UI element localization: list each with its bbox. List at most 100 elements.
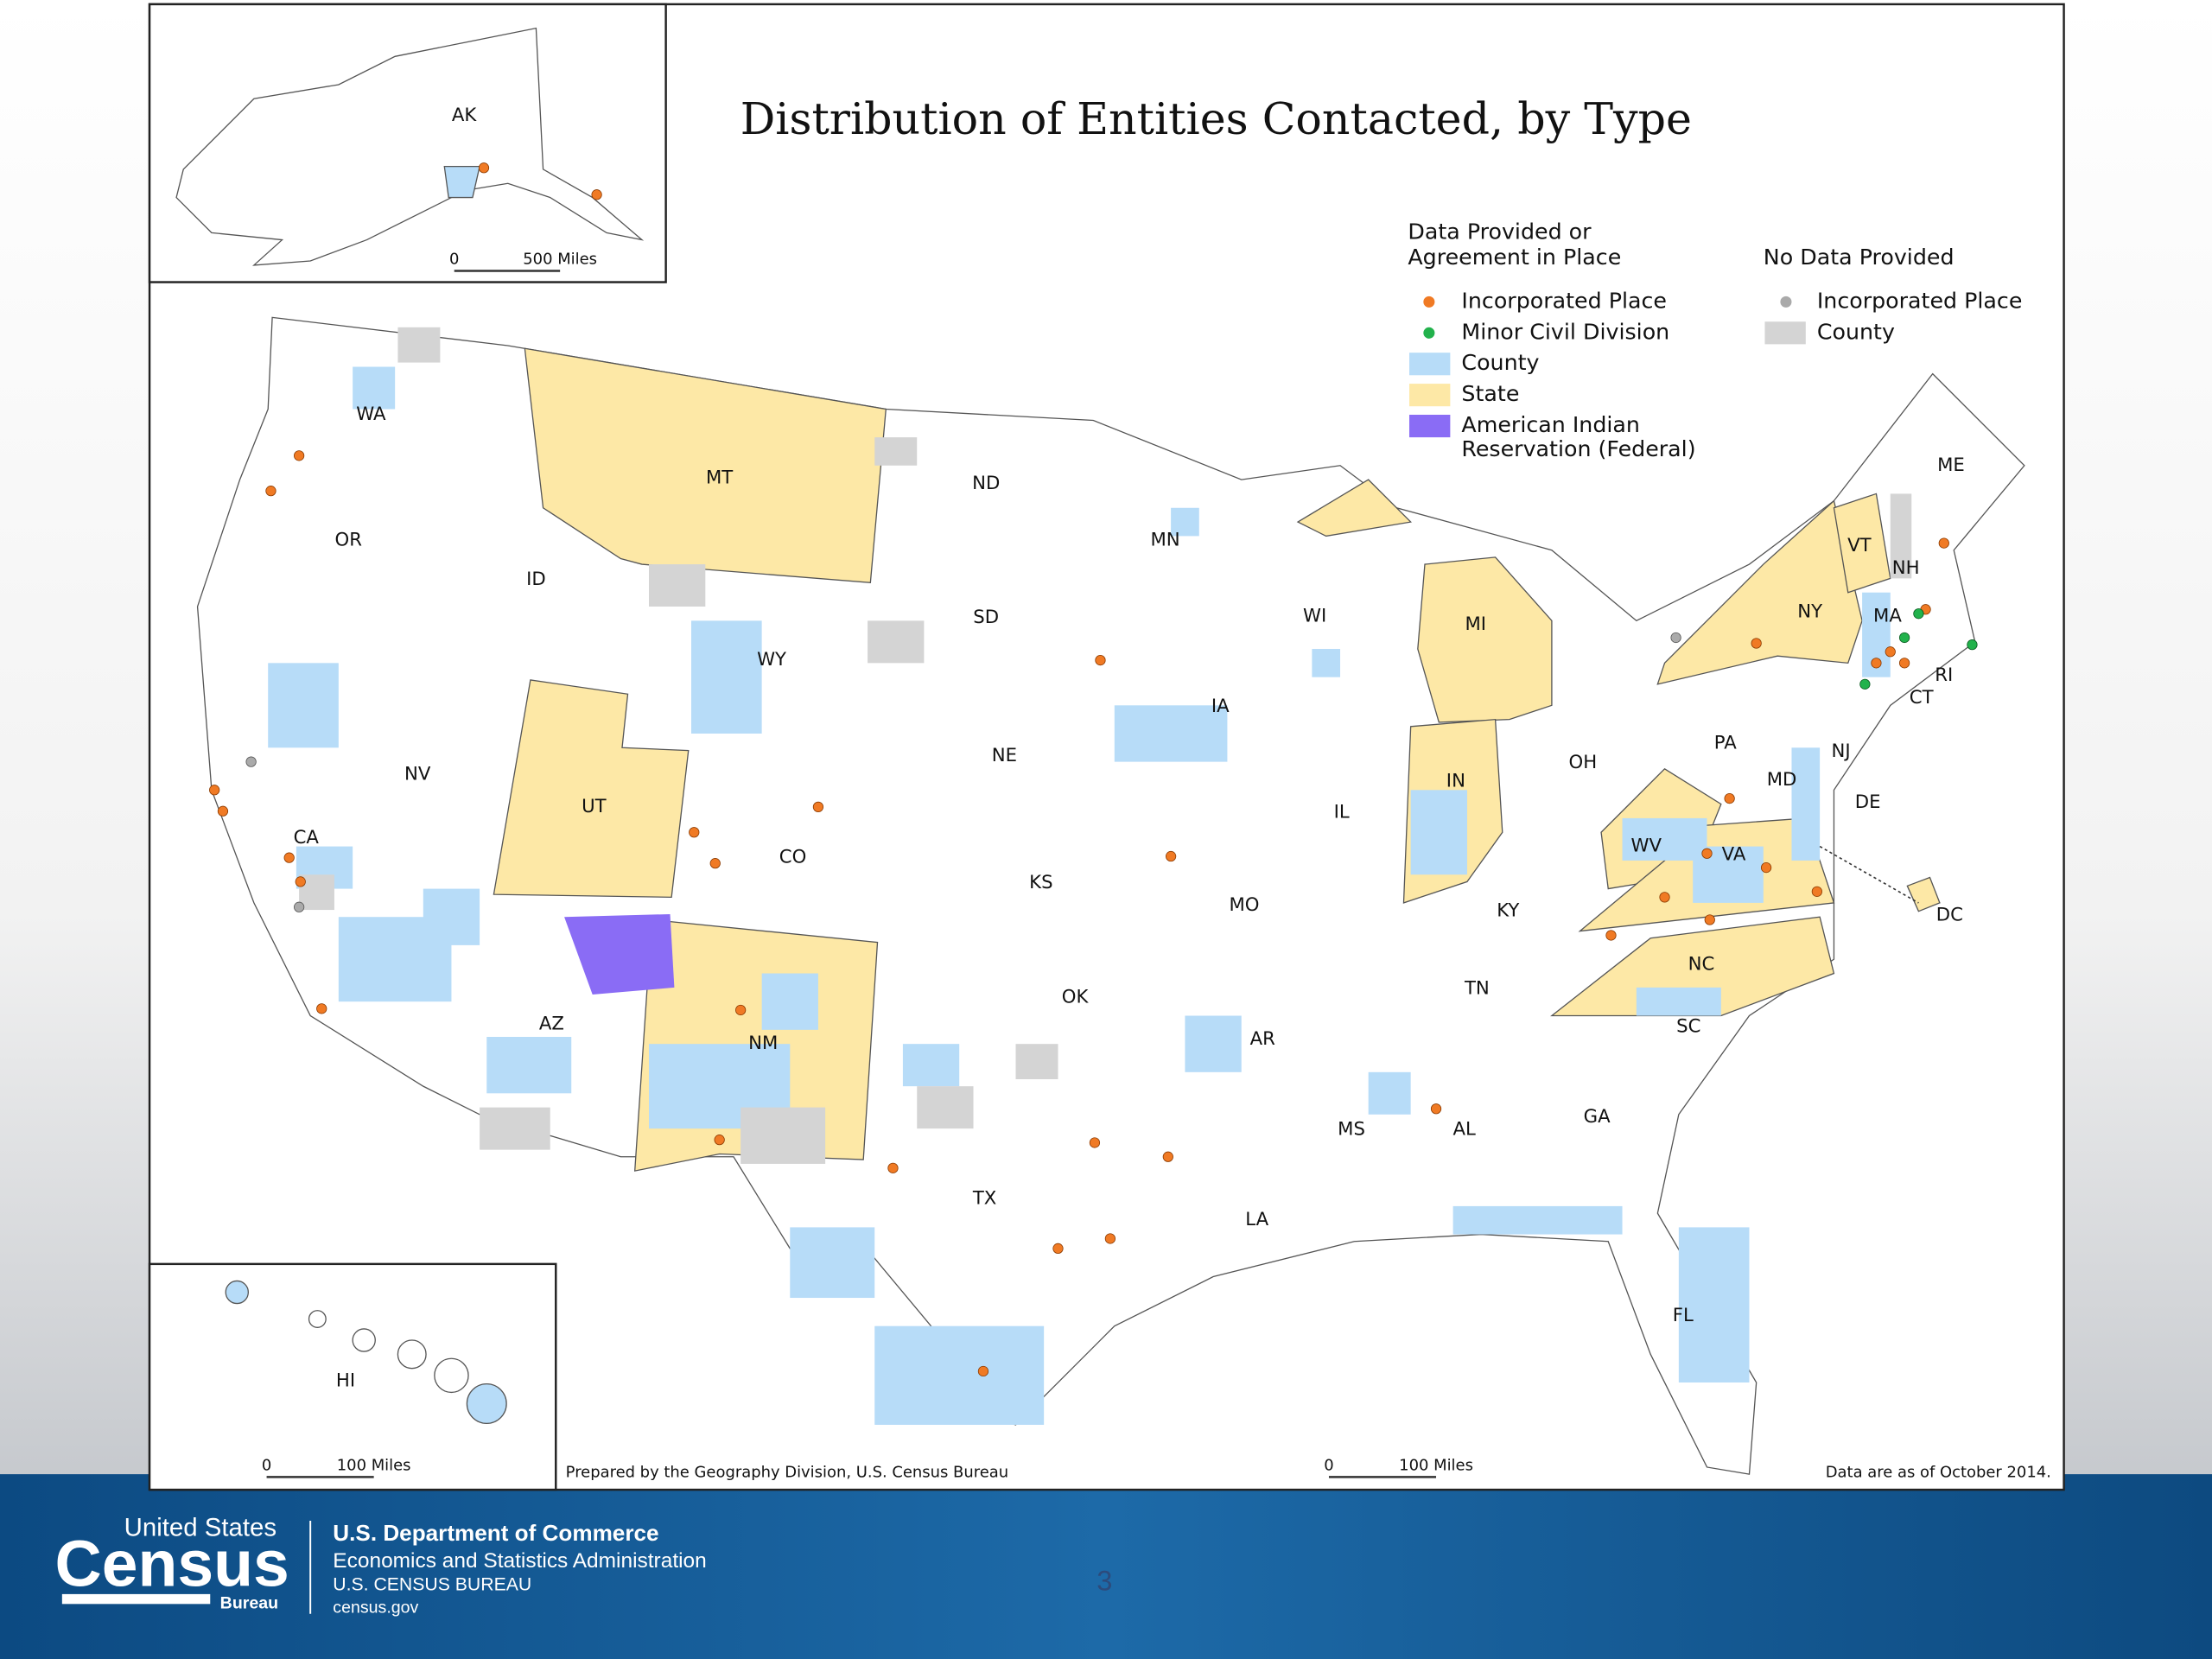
place-no-data bbox=[294, 901, 305, 912]
legend-label: Incorporated Place bbox=[1817, 288, 2023, 313]
agency-line: U.S. CENSUS BUREAU bbox=[333, 1575, 531, 1595]
place-provided bbox=[294, 450, 305, 461]
logo-text: Census bbox=[55, 1527, 289, 1599]
place-provided bbox=[1751, 638, 1762, 649]
state-label: OH bbox=[1569, 752, 1598, 773]
agency-line: U.S. Department of Commerce bbox=[333, 1520, 658, 1546]
county-provided bbox=[1636, 987, 1721, 1016]
place-provided bbox=[217, 805, 229, 817]
state-label: DC bbox=[1936, 905, 1963, 926]
dc-callout-state bbox=[1906, 876, 1941, 912]
state-label: VA bbox=[1722, 843, 1746, 865]
county-provided bbox=[486, 1037, 572, 1094]
scale-label: 0 bbox=[1324, 1456, 1333, 1474]
state-label: MO bbox=[1229, 894, 1259, 916]
state-label: CA bbox=[294, 827, 320, 849]
county-no-data bbox=[397, 327, 441, 363]
place-provided bbox=[1898, 658, 1910, 669]
mcd-provided bbox=[1898, 632, 1910, 644]
state-label: KS bbox=[1029, 872, 1052, 893]
state-label: OK bbox=[1062, 986, 1090, 1007]
state-label: TX bbox=[972, 1188, 997, 1210]
state-label: NJ bbox=[1832, 741, 1851, 762]
state-label: MD bbox=[1767, 769, 1797, 791]
place-provided bbox=[1052, 1243, 1064, 1255]
place-provided bbox=[316, 1003, 327, 1014]
state-label: ID bbox=[526, 569, 546, 590]
county-provided bbox=[1114, 705, 1228, 762]
place-no-data bbox=[245, 756, 257, 767]
logo-text: Bureau bbox=[220, 1593, 278, 1612]
state-label: NY bbox=[1797, 601, 1822, 623]
hawaii-inset bbox=[148, 1262, 557, 1491]
legend-swatch bbox=[1409, 384, 1451, 407]
legend-swatch bbox=[1780, 296, 1792, 308]
county-no-data bbox=[1890, 493, 1912, 579]
state-label: WY bbox=[757, 649, 786, 671]
legend-label: Reservation (Federal) bbox=[1461, 436, 1695, 461]
dc-leader bbox=[1819, 845, 1919, 904]
scale-label: 100 Miles bbox=[1399, 1456, 1473, 1474]
michigan-upper-state bbox=[1296, 479, 1413, 537]
place-provided bbox=[1701, 848, 1713, 859]
legend-heading: Agreement in Place bbox=[1408, 245, 1621, 270]
place-provided bbox=[283, 852, 295, 863]
place-provided bbox=[209, 785, 220, 796]
state-label: FL bbox=[1673, 1305, 1694, 1326]
state-label: SD bbox=[973, 607, 999, 628]
state-label: AL bbox=[1453, 1119, 1477, 1141]
state-label: GA bbox=[1584, 1106, 1611, 1128]
hawaii-island bbox=[466, 1382, 507, 1425]
state-label: AR bbox=[1250, 1028, 1276, 1050]
hawaii-island bbox=[225, 1280, 249, 1305]
data-date: Data are as of October 2014. bbox=[1826, 1463, 2051, 1481]
state-label: IL bbox=[1334, 801, 1350, 823]
state-label: MA bbox=[1873, 605, 1902, 626]
michigan-lower-state bbox=[1417, 556, 1553, 723]
alaska-shape bbox=[175, 27, 645, 266]
mcd-provided bbox=[1859, 678, 1871, 690]
mcd-provided bbox=[1967, 639, 1978, 651]
place-provided bbox=[478, 162, 490, 174]
state-label: NM bbox=[748, 1033, 778, 1054]
county-provided bbox=[874, 1325, 1045, 1425]
legend-label: County bbox=[1817, 319, 1895, 344]
place-provided bbox=[735, 1004, 747, 1016]
place-provided bbox=[591, 189, 602, 200]
place-provided bbox=[1724, 792, 1735, 804]
state-label: ME bbox=[1937, 454, 1965, 476]
alaska-county bbox=[443, 166, 480, 199]
place-provided bbox=[265, 486, 276, 497]
state-label: IN bbox=[1446, 770, 1465, 791]
hawaii-island bbox=[352, 1328, 376, 1352]
place-provided bbox=[1811, 886, 1822, 897]
state-label: WV bbox=[1631, 836, 1662, 857]
legend-label: American Indian bbox=[1461, 412, 1640, 437]
county-no-data bbox=[649, 564, 706, 607]
state-label: OR bbox=[335, 529, 363, 550]
state-label: DE bbox=[1855, 791, 1881, 813]
place-provided bbox=[1095, 654, 1106, 666]
legend-swatch bbox=[1409, 353, 1451, 376]
county-provided bbox=[691, 620, 762, 734]
place-provided bbox=[887, 1162, 899, 1173]
county-no-data bbox=[1015, 1044, 1058, 1079]
legend-label: State bbox=[1461, 381, 1519, 406]
scale-label: 500 Miles bbox=[523, 250, 597, 268]
county-provided bbox=[1791, 747, 1821, 861]
legend-label: County bbox=[1461, 350, 1539, 375]
logo-text: United States bbox=[124, 1514, 276, 1542]
county-no-data bbox=[868, 620, 925, 664]
county-no-data bbox=[917, 1086, 974, 1129]
legend-heading: No Data Provided bbox=[1764, 245, 1955, 270]
county-provided bbox=[353, 366, 396, 410]
state-label: WI bbox=[1303, 605, 1326, 626]
place-provided bbox=[1760, 861, 1772, 874]
place-provided bbox=[295, 876, 306, 887]
place-provided bbox=[812, 801, 824, 812]
hawaii-island bbox=[397, 1339, 427, 1370]
county-provided bbox=[268, 663, 339, 748]
map-credit: Prepared by the Geography Division, U.S.… bbox=[566, 1463, 1008, 1481]
mcd-provided bbox=[1913, 608, 1924, 620]
